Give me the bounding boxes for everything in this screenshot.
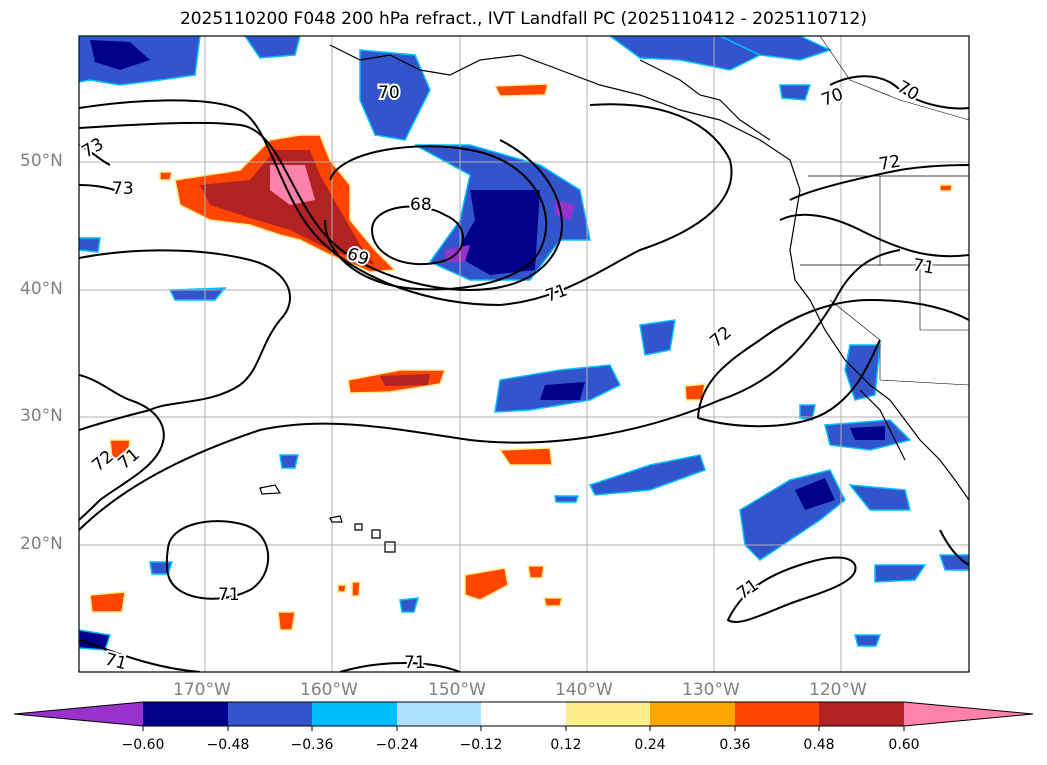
colorbar-segment: [650, 702, 735, 726]
colorbar-segment: [735, 702, 819, 726]
contour-label: 70: [378, 83, 400, 103]
contour-label: 72: [877, 151, 902, 174]
colorbar-segment: [228, 702, 312, 726]
colorbar: [13, 701, 1034, 731]
contour-label: 71: [404, 653, 426, 673]
colorbar-extend-right: [904, 702, 1033, 726]
lat-label-20n: 20°N: [20, 534, 63, 554]
colorbar-segment: [397, 702, 481, 726]
colorbar-tick-label: −0.24: [375, 737, 419, 753]
colorbar-tick-label: −0.36: [290, 737, 334, 753]
colorbar-tick-label: −0.12: [459, 737, 503, 753]
colorbar-tick-label: 0.36: [719, 737, 751, 753]
lat-label-30n: 30°N: [20, 406, 63, 426]
lon-label-160w: 160°W: [300, 680, 358, 700]
contour-label: 73: [112, 179, 134, 199]
lon-label-150w: 150°W: [428, 680, 486, 700]
colorbar-tick-label: −0.48: [206, 737, 250, 753]
map-title: 2025110200 F048 200 hPa refract., IVT La…: [179, 9, 867, 29]
lon-label-170w: 170°W: [173, 680, 231, 700]
positive-anomaly-warm-areas: [89, 83, 953, 631]
contour-label: 71: [218, 585, 240, 605]
colorbar-segment: [566, 702, 650, 726]
colorbar-extend-left: [14, 702, 143, 726]
colorbar-tick-label: 0.60: [888, 737, 920, 753]
colorbar-segment: [819, 702, 904, 726]
refractivity-contours: [79, 75, 969, 672]
colorbar-tick-label: −0.60: [121, 737, 165, 753]
lon-label-130w: 130°W: [682, 680, 740, 700]
colorbar-segment: [143, 702, 228, 726]
coastlines: [259, 36, 969, 553]
lat-label-50n: 50°N: [20, 151, 63, 171]
colorbar-segment: [481, 702, 566, 726]
contour-label: 71: [911, 255, 936, 278]
lon-label-140w: 140°W: [555, 680, 613, 700]
lon-label-120w: 120°W: [809, 680, 867, 700]
colorbar-tick-label: 0.24: [634, 737, 666, 753]
contour-label: 68: [410, 195, 432, 215]
colorbar-tick-label: 0.12: [550, 737, 582, 753]
map-frame: [78, 35, 970, 673]
colorbar-tick-label: 0.48: [803, 737, 835, 753]
colorbar-segment: [312, 702, 397, 726]
lat-label-40n: 40°N: [20, 279, 63, 299]
